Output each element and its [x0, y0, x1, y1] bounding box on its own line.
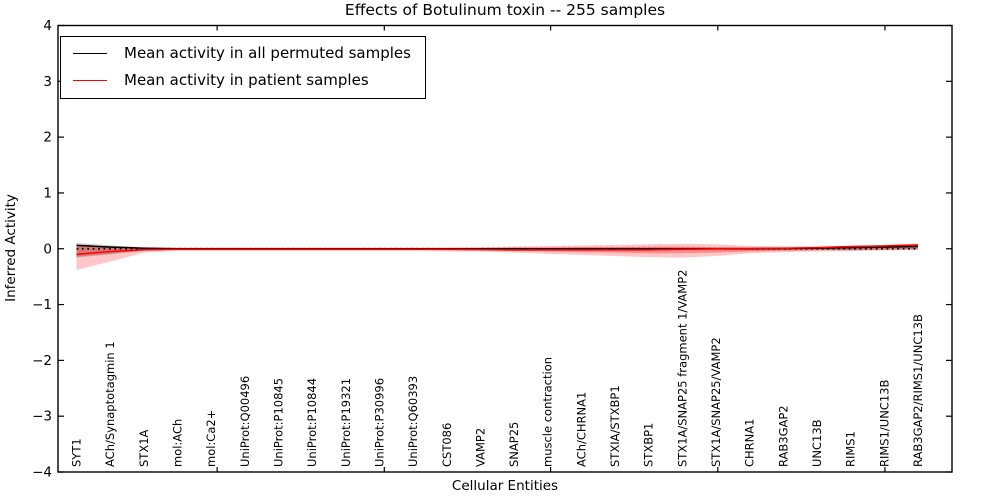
- x-axis-label: Cellular Entities: [451, 478, 559, 494]
- entity-label: RIMS1: [844, 431, 858, 467]
- entity-label: RAB3GAP2/RIMS1/UNC13B: [911, 314, 925, 467]
- entity-label: CST086: [440, 423, 454, 467]
- patient-line-sample: [73, 79, 107, 81]
- patient-mean-line: [76, 244, 919, 256]
- y-tick-label: −3: [32, 409, 52, 425]
- entity-label: UniProt:P30996: [372, 378, 386, 467]
- y-tick-label: −2: [32, 353, 52, 369]
- entity-label: UniProt:Q00496: [238, 376, 252, 467]
- legend-label-permuted: Mean activity in all permuted samples: [124, 44, 411, 62]
- y-tick-label: −4: [32, 465, 52, 481]
- entity-label: CHRNA1: [743, 419, 757, 467]
- y-tick-label: 4: [43, 18, 52, 34]
- entity-label: ACh/Synaptotagmin 1: [103, 341, 117, 467]
- entity-label: STXBP1: [642, 423, 656, 467]
- entity-label: UniProt:P10844: [305, 378, 319, 467]
- entity-label: UniProt:P10845: [271, 378, 285, 467]
- permuted-line-sample: [73, 52, 107, 54]
- entity-label: ACh/CHRNA1: [574, 392, 588, 467]
- entity-label: VAMP2: [473, 428, 487, 467]
- y-tick-label: 0: [43, 241, 52, 257]
- entity-label: STX1A: [137, 429, 151, 467]
- chart-title: Effects of Botulinum toxin -- 255 sample…: [344, 1, 666, 19]
- legend: Mean activity in all permuted samples Me…: [60, 36, 426, 99]
- y-tick-label: 1: [43, 185, 52, 201]
- entity-label: UniProt:Q60393: [406, 376, 420, 467]
- legend-item-patient: Mean activity in patient samples: [73, 71, 411, 89]
- band-patient-range-outer: [76, 243, 918, 270]
- entity-label: UniProt:P19321: [339, 378, 353, 467]
- entity-label: STX1A/SNAP25 fragment 1/VAMP2: [675, 270, 689, 467]
- entity-label: mol:Ca2+: [204, 410, 218, 467]
- entity-label: mol:ACh: [170, 419, 184, 467]
- entity-label: RAB3GAP2: [776, 405, 790, 467]
- band-permuted-range: [76, 243, 918, 258]
- y-tick-label: 2: [43, 130, 52, 146]
- legend-item-permuted: Mean activity in all permuted samples: [73, 44, 411, 62]
- entity-label: STXIA/STXBP1: [608, 385, 622, 467]
- entity-label: muscle contraction: [541, 357, 555, 467]
- band-patient-range-inner: [76, 244, 918, 257]
- y-tick-label: −1: [32, 297, 52, 313]
- y-axis-label: Inferred Activity: [3, 194, 19, 302]
- entity-label: UNC13B: [810, 419, 824, 467]
- entity-label: STX1A/SNAP25/VAMP2: [709, 337, 723, 467]
- y-tick-label: 3: [43, 74, 52, 90]
- entity-label: SNAP25: [507, 422, 521, 467]
- legend-label-patient: Mean activity in patient samples: [124, 71, 369, 89]
- entity-label: RIMS1/UNC13B: [877, 380, 891, 467]
- entity-label: SYT1: [70, 438, 84, 467]
